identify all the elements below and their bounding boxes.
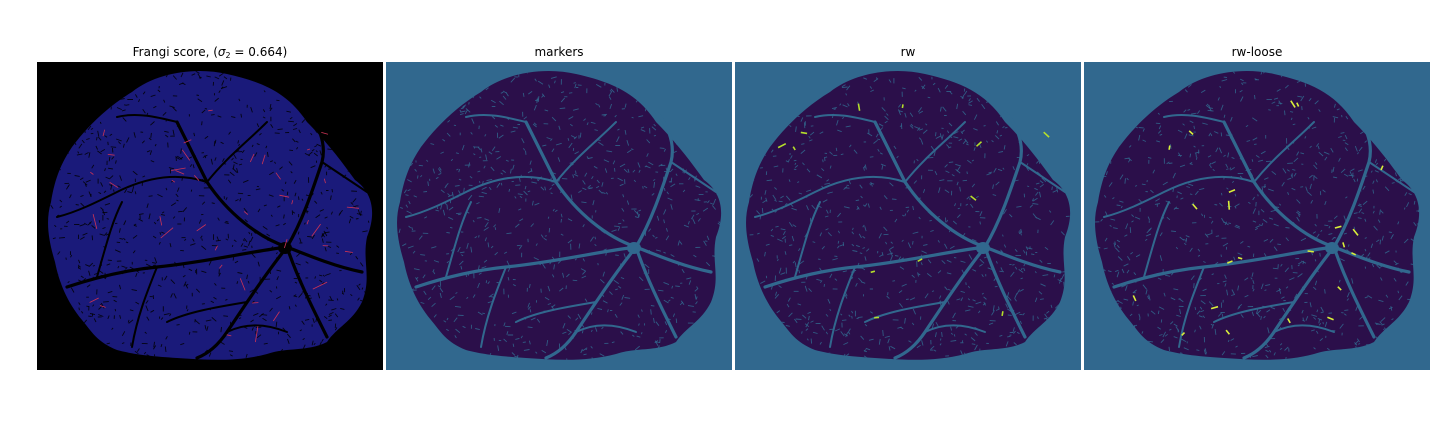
title-subscript: 2: [225, 51, 231, 60]
rw-image: [735, 62, 1081, 370]
frangi-image: [37, 62, 383, 370]
vessel-tree: [754, 110, 1066, 360]
panel-rw-image: [735, 62, 1081, 370]
highlight-segments: [89, 109, 360, 343]
highlight-segments: [777, 103, 1050, 319]
panel-title-rw: rw: [735, 44, 1081, 60]
title-suffix: = 0.664): [230, 45, 288, 59]
title-text: rw: [900, 45, 916, 59]
optic-disc: [1325, 242, 1339, 254]
rw-loose-image: [1084, 62, 1430, 370]
title-prefix: Frangi score, (: [132, 45, 218, 59]
panel-rw-loose-image: [1084, 62, 1430, 370]
panel-title-rw-loose: rw-loose: [1084, 44, 1430, 60]
tissue-region: [48, 71, 373, 360]
highlight-segments: [1132, 100, 1384, 336]
vessel-tree: [56, 110, 368, 360]
vessel-tree: [1103, 110, 1415, 360]
panel-frangi-image: [37, 62, 383, 370]
tissue-region: [746, 71, 1071, 360]
panel-title-frangi: Frangi score, (σ2 = 0.664): [37, 44, 383, 64]
panel-title-markers: markers: [386, 44, 732, 60]
title-text: markers: [534, 45, 584, 59]
title-text: rw-loose: [1231, 45, 1283, 59]
title-sigma: σ: [217, 45, 226, 59]
panel-markers-image: [386, 62, 732, 370]
optic-disc: [627, 242, 641, 254]
optic-disc: [278, 242, 292, 254]
optic-disc: [976, 242, 990, 254]
vessel-tree: [405, 110, 717, 360]
markers-image: [386, 62, 732, 370]
